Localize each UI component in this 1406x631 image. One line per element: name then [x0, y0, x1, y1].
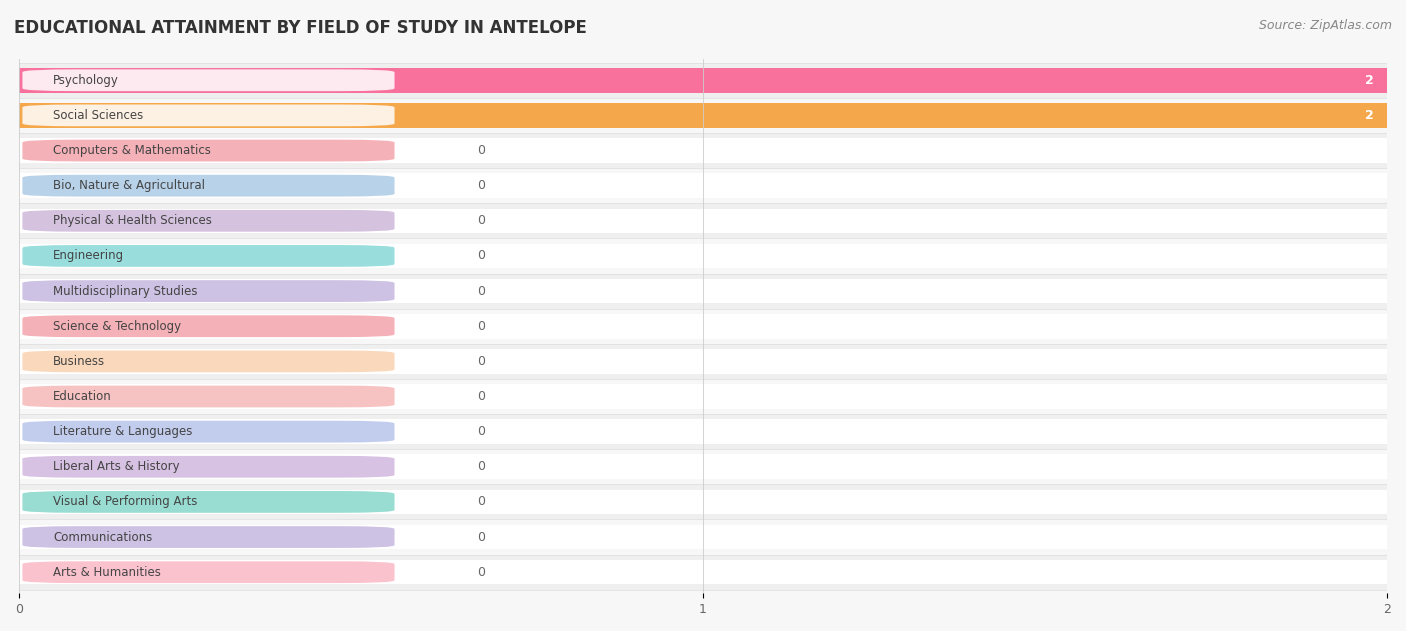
- Bar: [20, 384, 1388, 409]
- Bar: [20, 454, 1388, 479]
- Bar: [20, 279, 1388, 304]
- Bar: [20, 560, 1388, 584]
- Text: Computers & Mathematics: Computers & Mathematics: [53, 144, 211, 157]
- FancyBboxPatch shape: [22, 210, 395, 232]
- FancyBboxPatch shape: [22, 245, 395, 267]
- Text: Bio, Nature & Agricultural: Bio, Nature & Agricultural: [53, 179, 205, 192]
- Text: 2: 2: [1365, 74, 1374, 86]
- Text: Visual & Performing Arts: Visual & Performing Arts: [53, 495, 198, 509]
- Text: 0: 0: [477, 215, 485, 227]
- Bar: [20, 133, 1388, 168]
- FancyBboxPatch shape: [22, 139, 395, 162]
- FancyBboxPatch shape: [22, 69, 395, 91]
- FancyBboxPatch shape: [22, 316, 395, 337]
- Text: 0: 0: [477, 144, 485, 157]
- FancyBboxPatch shape: [22, 456, 395, 478]
- Text: 0: 0: [477, 531, 485, 543]
- FancyBboxPatch shape: [22, 350, 395, 372]
- FancyBboxPatch shape: [22, 175, 395, 197]
- Bar: [20, 174, 1388, 198]
- Bar: [20, 62, 1388, 98]
- Text: Arts & Humanities: Arts & Humanities: [53, 566, 162, 579]
- Bar: [20, 309, 1388, 344]
- Text: 0: 0: [477, 390, 485, 403]
- Bar: [20, 525, 1388, 550]
- Bar: [20, 490, 1388, 514]
- Text: Multidisciplinary Studies: Multidisciplinary Studies: [53, 285, 198, 298]
- Bar: [20, 138, 1388, 163]
- FancyBboxPatch shape: [22, 562, 395, 583]
- FancyBboxPatch shape: [22, 280, 395, 302]
- Bar: [20, 168, 1388, 203]
- Bar: [20, 555, 1388, 590]
- Text: Psychology: Psychology: [53, 74, 120, 86]
- Text: Communications: Communications: [53, 531, 152, 543]
- Bar: [20, 273, 1388, 309]
- Bar: [20, 68, 1388, 93]
- Bar: [20, 244, 1388, 268]
- Bar: [20, 208, 1388, 233]
- FancyBboxPatch shape: [22, 491, 395, 513]
- Bar: [20, 98, 1388, 133]
- Text: Science & Technology: Science & Technology: [53, 320, 181, 333]
- Text: 0: 0: [477, 285, 485, 298]
- Text: Engineering: Engineering: [53, 249, 124, 262]
- Text: Education: Education: [53, 390, 112, 403]
- Text: 0: 0: [477, 566, 485, 579]
- FancyBboxPatch shape: [22, 526, 395, 548]
- Text: Physical & Health Sciences: Physical & Health Sciences: [53, 215, 212, 227]
- Text: 2: 2: [1365, 109, 1374, 122]
- Text: 0: 0: [477, 179, 485, 192]
- Bar: [20, 379, 1388, 414]
- Text: 0: 0: [477, 495, 485, 509]
- Text: EDUCATIONAL ATTAINMENT BY FIELD OF STUDY IN ANTELOPE: EDUCATIONAL ATTAINMENT BY FIELD OF STUDY…: [14, 19, 586, 37]
- Bar: [20, 449, 1388, 485]
- Bar: [20, 344, 1388, 379]
- Bar: [20, 349, 1388, 374]
- Text: Social Sciences: Social Sciences: [53, 109, 143, 122]
- Bar: [20, 239, 1388, 273]
- Bar: [20, 420, 1388, 444]
- Text: 0: 0: [477, 320, 485, 333]
- Text: Liberal Arts & History: Liberal Arts & History: [53, 460, 180, 473]
- Bar: [20, 414, 1388, 449]
- Bar: [20, 519, 1388, 555]
- Text: Source: ZipAtlas.com: Source: ZipAtlas.com: [1258, 19, 1392, 32]
- Text: Business: Business: [53, 355, 105, 368]
- Bar: [20, 203, 1388, 239]
- FancyBboxPatch shape: [22, 105, 395, 126]
- Bar: [20, 485, 1388, 519]
- Bar: [20, 103, 1388, 127]
- Text: Literature & Languages: Literature & Languages: [53, 425, 193, 438]
- Text: 0: 0: [477, 355, 485, 368]
- Text: 0: 0: [477, 460, 485, 473]
- Text: 0: 0: [477, 425, 485, 438]
- FancyBboxPatch shape: [22, 386, 395, 408]
- Bar: [20, 314, 1388, 338]
- FancyBboxPatch shape: [22, 421, 395, 442]
- Text: 0: 0: [477, 249, 485, 262]
